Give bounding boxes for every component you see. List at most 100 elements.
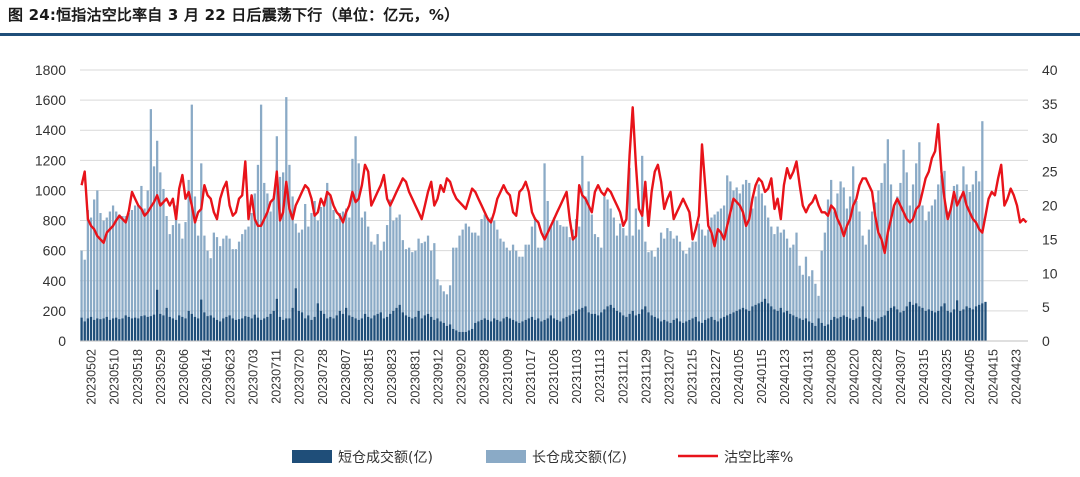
long-bar (102, 220, 105, 341)
short-bar (933, 312, 937, 341)
long-bar (937, 184, 940, 341)
long-bar (263, 182, 266, 341)
long-bar (511, 244, 515, 341)
short-bar (530, 316, 534, 341)
long-bar (452, 247, 455, 341)
long-bar (348, 217, 351, 341)
y-left-tick-label: 200 (43, 303, 67, 319)
long-bar (93, 199, 96, 341)
short-bar (641, 309, 644, 341)
short-bar (461, 331, 464, 341)
long-bar (757, 184, 760, 341)
long-bar (285, 97, 288, 341)
long-bar (376, 234, 379, 341)
long-bar (924, 220, 927, 341)
short-bar (886, 310, 889, 341)
long-bar (137, 205, 140, 341)
long-bar (115, 211, 118, 341)
long-bar (461, 229, 464, 341)
long-bar (641, 155, 644, 341)
short-bar (713, 319, 716, 341)
short-bar (389, 313, 392, 341)
short-bar (124, 315, 127, 341)
long-bar (332, 210, 335, 341)
long-bar (792, 244, 795, 341)
long-bar (111, 205, 115, 341)
short-bar (319, 310, 323, 341)
short-bar (376, 313, 379, 341)
long-bar (896, 196, 899, 341)
short-bar (196, 318, 200, 341)
long-bar (845, 208, 849, 341)
short-bar (666, 321, 669, 341)
long-bar (464, 223, 467, 341)
short-bar (464, 331, 467, 341)
short-bar (763, 298, 767, 341)
long-bar (540, 247, 543, 341)
short-bar (291, 307, 294, 341)
short-bar (937, 310, 940, 341)
long-bar (398, 214, 401, 341)
long-bar (619, 223, 622, 341)
short-bar (833, 316, 836, 341)
long-bar (848, 196, 852, 341)
long-bar (716, 211, 719, 341)
x-tick-label: 20240415 (986, 349, 1000, 405)
long-bar (533, 217, 537, 341)
long-bar (341, 211, 345, 341)
y-left-tick-label: 1600 (35, 92, 66, 108)
long-bar (647, 252, 650, 341)
long-bar (748, 182, 751, 341)
short-bar (86, 318, 90, 341)
long-bar (231, 249, 234, 341)
long-bar (338, 213, 341, 341)
long-bar (899, 182, 902, 341)
short-bar (483, 318, 486, 341)
short-bar (225, 316, 228, 341)
short-bar (584, 306, 587, 341)
short-bar (178, 315, 181, 341)
long-bar (215, 237, 219, 341)
short-bar (697, 321, 701, 341)
long-bar (782, 229, 786, 341)
short-bar (889, 307, 893, 341)
short-bar (231, 318, 234, 341)
short-bar (732, 312, 735, 341)
short-bar (836, 318, 839, 341)
short-bar (911, 304, 915, 341)
long-bar (971, 184, 975, 341)
short-bar (779, 307, 782, 341)
long-bar (206, 250, 209, 341)
long-bar (700, 229, 704, 341)
short-bar (322, 313, 326, 341)
x-tick-label: 20240325 (940, 349, 954, 405)
x-tick-label: 20240131 (801, 349, 815, 405)
short-bar (373, 315, 376, 341)
short-bar (921, 307, 924, 341)
short-bar (543, 319, 546, 341)
legend-label-long: 长仓成交额(亿) (532, 449, 627, 466)
long-bar (644, 241, 647, 341)
short-bar (757, 303, 760, 341)
long-bar (521, 256, 524, 341)
short-bar (622, 315, 625, 341)
short-bar (870, 319, 874, 341)
short-bar (606, 306, 609, 341)
long-bar (704, 235, 707, 341)
long-bar (556, 220, 559, 341)
long-bar (833, 211, 836, 341)
short-bar (556, 319, 559, 341)
short-bar (820, 322, 823, 341)
short-bar (978, 304, 981, 341)
x-tick-label: 20240405 (963, 349, 977, 405)
long-bar (634, 208, 638, 341)
long-bar (259, 104, 263, 341)
short-bar (546, 318, 549, 341)
long-bar (974, 170, 978, 341)
long-bar (659, 232, 663, 341)
short-bar (367, 316, 370, 341)
long-bar (615, 235, 619, 341)
x-tick-label: 20230502 (85, 349, 99, 405)
short-bar (370, 318, 373, 341)
short-bar (156, 289, 159, 341)
